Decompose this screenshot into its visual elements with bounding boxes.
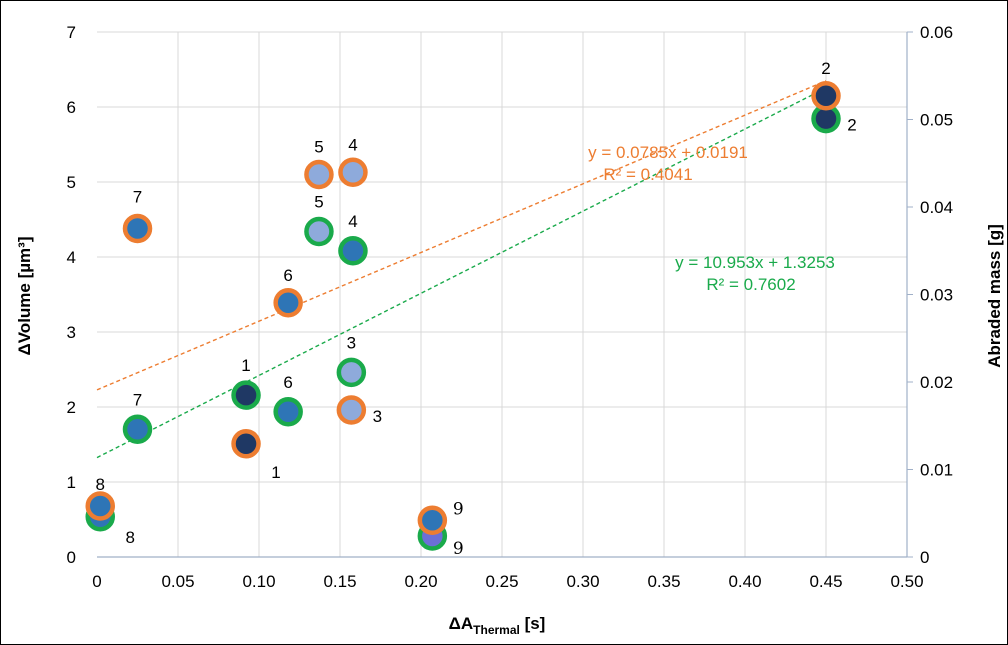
mass-point-label: 1	[241, 356, 250, 375]
volume-trendline	[96, 80, 827, 391]
x-axis-title-main: ΔA	[449, 614, 474, 633]
mass-point-label: 9	[453, 539, 464, 559]
mass-point-label: 8	[126, 528, 135, 547]
mass-point-label: 6	[283, 373, 292, 392]
volume-trend-equation: y = 0.0785x + 0.0191	[588, 143, 748, 162]
y-tick-label: 3	[67, 323, 76, 342]
volume-point	[417, 505, 448, 535]
x-tick-label: 0.10	[242, 572, 275, 591]
x-tick-label: 0.05	[161, 572, 194, 591]
x-tick-label: 0.50	[890, 572, 923, 591]
y-tick-label: 7	[67, 23, 76, 42]
y-tick-label: 4	[67, 248, 76, 267]
volume-point	[273, 288, 303, 318]
mass-point	[231, 380, 261, 410]
volume-point	[85, 491, 115, 521]
mass-point-label: 2	[847, 116, 856, 135]
y-tick-label: 2	[67, 398, 76, 417]
y2-axis-title: Abraded mass [g]	[985, 224, 1004, 368]
y2-tick-label: 0.02	[920, 373, 953, 392]
y2-tick-label: 0	[920, 548, 929, 567]
mass-point-label: 3	[347, 333, 356, 352]
volume-point-label: 3	[373, 407, 382, 426]
mass-point-label: 7	[133, 390, 142, 409]
x-axis-title-subscript: Thermal	[473, 623, 520, 637]
x-tick-label: 0	[92, 572, 101, 591]
mass-point	[336, 357, 367, 388]
trendlines	[96, 80, 827, 459]
volume-point	[811, 81, 841, 111]
volume-point	[338, 157, 368, 187]
x-tick-label: 0.20	[404, 572, 437, 591]
volume-point	[336, 395, 367, 425]
y2-tick-label: 0.06	[920, 23, 953, 42]
mass-point	[122, 414, 153, 444]
volume-point-label: 5	[314, 138, 323, 157]
volume-point	[304, 159, 334, 190]
volume-point-label: 1	[271, 463, 280, 482]
mass-trendline	[96, 87, 827, 459]
volume-point-label: 9	[453, 499, 464, 519]
x-tick-label: 0.35	[647, 572, 680, 591]
y-tick-label: 6	[67, 98, 76, 117]
x-tick-label: 0.45	[809, 572, 842, 591]
mass-trend-r2: R² = 0.7602	[706, 275, 795, 294]
mass-point-label: 5	[314, 193, 323, 212]
point-labels: 1 2 3 4 5 6 7 8 9 1 2 3 4 5 6 7 8 9	[96, 59, 857, 559]
y-tick-label: 0	[67, 548, 76, 567]
volume-point	[231, 429, 261, 459]
mass-point	[304, 216, 334, 247]
y2-tick-label: 0.01	[920, 461, 953, 480]
mass-trend-equation: y = 10.953x + 1.3253	[675, 253, 835, 272]
mass-point	[273, 397, 303, 427]
volume-trend-r2: R² = 0.4041	[603, 165, 692, 184]
x-axis-title: ΔAThermal [s]	[449, 614, 546, 637]
grid	[97, 31, 908, 557]
volume-point-label: 6	[283, 266, 292, 285]
volume-point-label: 2	[821, 59, 830, 78]
mass-point-label: 4	[348, 212, 357, 231]
volume-point-label: 8	[96, 475, 105, 494]
trend-equations: y = 0.0785x + 0.0191 R² = 0.4041 y = 10.…	[588, 143, 835, 294]
y-tick-label: 1	[67, 473, 76, 492]
x-tick-label: 0.40	[728, 572, 761, 591]
data-points	[85, 81, 841, 551]
volume-point	[122, 213, 153, 244]
volume-point-label: 4	[348, 135, 357, 154]
x-axis-title-unit: [s]	[520, 614, 546, 633]
y-axis-title: ΔVolume [µm³]	[15, 237, 34, 356]
y2-tick-label: 0.03	[920, 286, 953, 305]
volume-point-label: 7	[133, 188, 142, 207]
x-tick-label: 0.30	[566, 572, 599, 591]
mass-point	[338, 236, 368, 266]
x-tick-label: 0.15	[323, 572, 356, 591]
y2-tick-label: 0.05	[920, 111, 953, 130]
axes: 0 0.05 0.10 0.15 0.20 0.25 0.30 0.35 0.40 0.45 0.5…	[67, 23, 954, 591]
y-tick-label: 5	[67, 173, 76, 192]
x-tick-label: 0.25	[485, 572, 518, 591]
y2-tick-label: 0.04	[920, 198, 953, 217]
